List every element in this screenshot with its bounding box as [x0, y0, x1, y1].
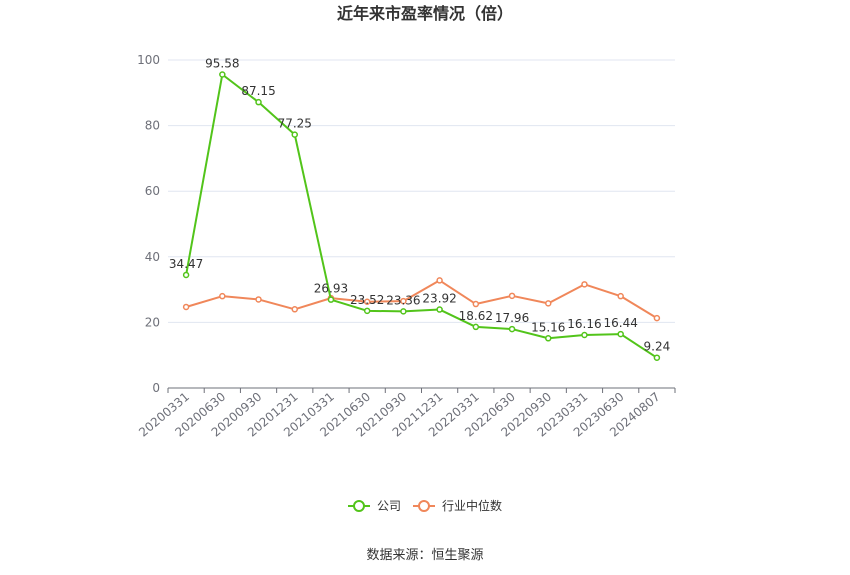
point-company [436, 306, 443, 313]
point-industry [617, 292, 624, 300]
point-industry [219, 292, 226, 300]
data-label-company: 77.25 [278, 117, 312, 131]
point-company [617, 330, 624, 338]
point-industry [472, 300, 480, 308]
legend-label-company: 公司 [377, 499, 401, 513]
y-tick-label: 40 [145, 250, 160, 264]
data-label-company: 95.58 [205, 56, 239, 70]
legend-label-industry: 行业中位数 [442, 498, 502, 513]
series-group [182, 71, 661, 361]
point-company [508, 325, 516, 333]
y-tick-label: 100 [137, 53, 160, 67]
legend-marker-industry [418, 500, 430, 512]
point-company [291, 131, 298, 138]
data-label-company: 16.16 [567, 317, 601, 331]
point-industry [400, 297, 407, 305]
point-company [327, 296, 335, 303]
point-industry [653, 314, 661, 322]
data-label-company: 23.92 [422, 292, 456, 306]
point-industry [255, 296, 262, 303]
point-company [545, 335, 552, 342]
legend[interactable]: 公司 行业中位数 [348, 498, 502, 513]
point-company [581, 331, 588, 339]
x-axis: 2020033120200630202009302020123120210331… [136, 387, 676, 440]
point-industry [545, 300, 552, 307]
data-label-company: 18.62 [459, 309, 493, 323]
source-note: 数据来源：恒生聚源 [366, 548, 483, 563]
data-label-company: 16.44 [603, 316, 637, 330]
point-industry [291, 306, 298, 313]
point-company [653, 354, 661, 361]
point-company [400, 308, 407, 315]
legend-item-company[interactable]: 公司 [348, 499, 401, 513]
data-label-company: 15.16 [531, 320, 565, 334]
data-label-company: 23.36 [386, 293, 420, 307]
chart-title: 近年来市盈率情况（倍） [337, 4, 513, 23]
grid [168, 59, 675, 323]
data-label-company: 17.96 [495, 311, 529, 325]
point-industry [363, 298, 371, 305]
legend-item-industry-median[interactable]: 行业中位数 [413, 498, 502, 513]
y-tick-label: 0 [152, 381, 160, 395]
point-company [363, 307, 371, 315]
y-axis: 0 20 40 60 80 100 [137, 53, 160, 395]
data-label-company: 26.93 [314, 282, 348, 296]
y-tick-label: 60 [145, 184, 160, 198]
point-industry [436, 277, 443, 284]
data-label-company: 34.47 [169, 257, 203, 271]
point-company [219, 71, 226, 78]
y-tick-label: 80 [145, 119, 160, 133]
point-company [472, 323, 480, 331]
point-industry [508, 292, 516, 300]
data-label-company: 23.52 [350, 293, 384, 307]
point-industry [182, 303, 190, 311]
data-label-company: 87.15 [241, 84, 275, 98]
data-label-company: 9.24 [644, 340, 671, 354]
point-company [182, 271, 190, 279]
point-company [255, 98, 262, 106]
series-line-company [185, 73, 658, 359]
series-line-industry [185, 279, 658, 319]
y-tick-label: 20 [145, 315, 160, 329]
legend-marker-company [353, 500, 365, 512]
point-industry [581, 281, 588, 288]
